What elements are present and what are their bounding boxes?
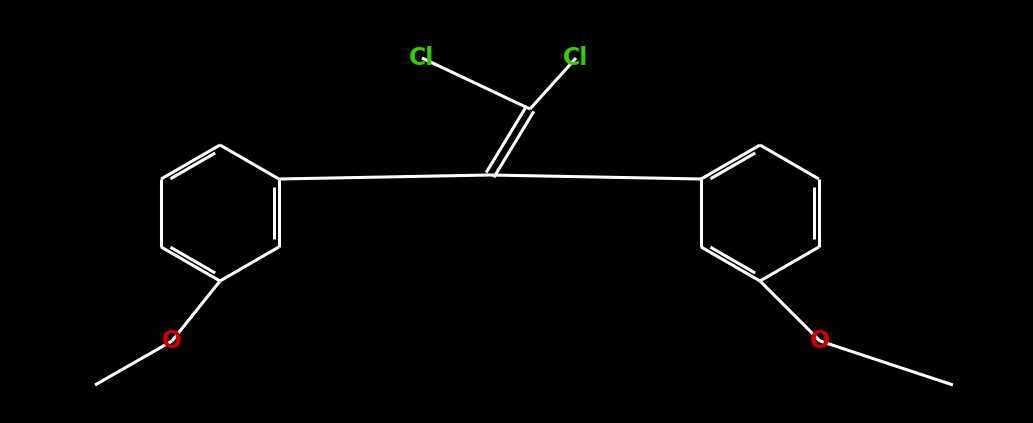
Text: Cl: Cl bbox=[563, 46, 589, 70]
Text: Cl: Cl bbox=[409, 46, 435, 70]
Text: O: O bbox=[162, 329, 182, 353]
Text: O: O bbox=[810, 329, 831, 353]
